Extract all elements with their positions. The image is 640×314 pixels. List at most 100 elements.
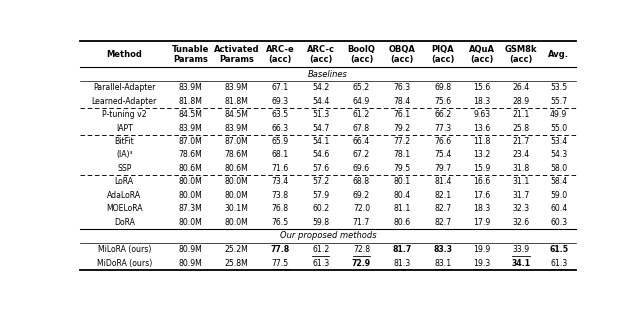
Text: (acc): (acc) [350,55,373,64]
Text: (acc): (acc) [269,55,292,64]
Text: 72.9: 72.9 [352,258,371,268]
Text: 80.0M: 80.0M [225,191,248,200]
Text: 18.3: 18.3 [473,204,490,213]
Text: 87.3M: 87.3M [179,204,202,213]
Text: 77.3: 77.3 [434,124,451,133]
Text: 16.6: 16.6 [473,177,490,187]
Text: Learned-Adapter: Learned-Adapter [92,97,157,106]
Text: 83.9M: 83.9M [225,124,248,133]
Text: 31.7: 31.7 [513,191,530,200]
Text: 73.4: 73.4 [271,177,289,187]
Text: 76.3: 76.3 [394,83,411,92]
Text: 75.4: 75.4 [434,150,451,160]
Text: 80.9M: 80.9M [179,245,202,254]
Text: 81.7: 81.7 [392,245,412,254]
Text: 25.2M: 25.2M [225,245,248,254]
Text: 82.7: 82.7 [434,204,451,213]
Text: 79.7: 79.7 [434,164,451,173]
Text: 81.1: 81.1 [394,204,411,213]
Text: 21.1: 21.1 [513,110,530,119]
Text: 57.2: 57.2 [312,177,330,187]
Text: Avg.: Avg. [548,50,569,59]
Text: Parallel-Adapter: Parallel-Adapter [93,83,156,92]
Text: 19.3: 19.3 [473,258,490,268]
Text: Baselines: Baselines [308,69,348,78]
Text: 32.6: 32.6 [513,218,529,227]
Text: 82.1: 82.1 [434,191,451,200]
Text: MiLoRA (ours): MiLoRA (ours) [97,245,151,254]
Text: 54.6: 54.6 [312,150,330,160]
Text: (acc): (acc) [509,55,532,64]
Text: 58.0: 58.0 [550,164,567,173]
Text: LoRA: LoRA [115,177,134,187]
Text: 53.4: 53.4 [550,137,567,146]
Text: 79.5: 79.5 [394,164,411,173]
Text: 28.9: 28.9 [513,97,529,106]
Text: 54.3: 54.3 [550,150,567,160]
Text: 67.1: 67.1 [271,83,289,92]
Text: 59.8: 59.8 [312,218,330,227]
Text: P-tuning v2: P-tuning v2 [102,110,147,119]
Text: 58.4: 58.4 [550,177,567,187]
Text: 72.8: 72.8 [353,245,370,254]
Text: 84.5M: 84.5M [179,110,202,119]
Text: 80.0M: 80.0M [179,218,202,227]
Text: 54.2: 54.2 [312,83,330,92]
Text: 87.0M: 87.0M [225,137,248,146]
Text: 79.2: 79.2 [394,124,411,133]
Text: 80.0M: 80.0M [179,191,202,200]
Text: 18.3: 18.3 [473,97,490,106]
Text: 71.7: 71.7 [353,218,370,227]
Text: 61.3: 61.3 [550,258,567,268]
Text: (acc): (acc) [309,55,333,64]
Text: 77.2: 77.2 [394,137,411,146]
Text: 83.9M: 83.9M [179,124,202,133]
Text: IAPT: IAPT [116,124,132,133]
Text: 68.8: 68.8 [353,177,370,187]
Text: 64.9: 64.9 [353,97,370,106]
Text: 81.4: 81.4 [434,177,451,187]
Text: 76.8: 76.8 [271,204,289,213]
Text: 53.5: 53.5 [550,83,567,92]
Text: 87.0M: 87.0M [179,137,202,146]
Text: 83.1: 83.1 [434,258,451,268]
Text: 78.4: 78.4 [394,97,411,106]
Text: 73.8: 73.8 [271,191,289,200]
Text: 25.8: 25.8 [513,124,529,133]
Text: 31.8: 31.8 [513,164,530,173]
Text: 80.0M: 80.0M [179,177,202,187]
Text: 30.1M: 30.1M [225,204,248,213]
Text: 15.9: 15.9 [473,164,490,173]
Text: 67.2: 67.2 [353,150,370,160]
Text: 78.6M: 78.6M [179,150,202,160]
Text: MiDoRA (ours): MiDoRA (ours) [97,258,152,268]
Text: 80.0M: 80.0M [225,177,248,187]
Text: 60.3: 60.3 [550,218,567,227]
Text: 63.5: 63.5 [271,110,289,119]
Text: (acc): (acc) [470,55,493,64]
Text: 57.9: 57.9 [312,191,330,200]
Text: 54.7: 54.7 [312,124,330,133]
Text: 76.5: 76.5 [271,218,289,227]
Text: 61.5: 61.5 [549,245,568,254]
Text: Params: Params [219,55,253,64]
Text: 80.0M: 80.0M [225,218,248,227]
Text: MOELoRA: MOELoRA [106,204,143,213]
Text: 59.0: 59.0 [550,191,567,200]
Text: 80.9M: 80.9M [179,258,202,268]
Text: Params: Params [173,55,208,64]
Text: 69.6: 69.6 [353,164,370,173]
Text: Tunable: Tunable [172,45,209,54]
Text: 11.8: 11.8 [473,137,491,146]
Text: DoRA: DoRA [114,218,134,227]
Text: 17.9: 17.9 [473,218,490,227]
Text: 81.3: 81.3 [394,258,411,268]
Text: 65.2: 65.2 [353,83,370,92]
Text: 80.6: 80.6 [394,218,411,227]
Text: 68.1: 68.1 [271,150,289,160]
Text: 60.2: 60.2 [312,204,330,213]
Text: 80.4: 80.4 [394,191,411,200]
Text: (acc): (acc) [431,55,454,64]
Text: 49.9: 49.9 [550,110,567,119]
Text: GSM8k: GSM8k [505,45,537,54]
